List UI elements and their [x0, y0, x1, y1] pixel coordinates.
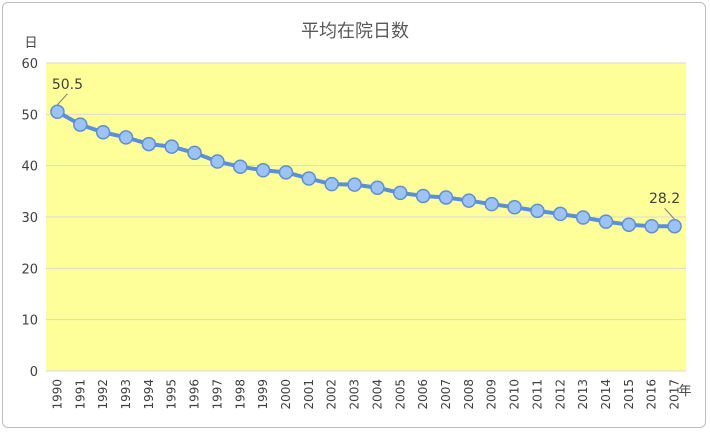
- x-tick-label: 2006: [416, 379, 430, 410]
- x-tick-label: 2015: [622, 379, 636, 410]
- x-tick-label: 2016: [645, 379, 659, 410]
- data-point: [415, 188, 431, 204]
- data-point: [530, 203, 545, 219]
- y-tick-label: 0: [30, 365, 38, 380]
- data-point: [187, 145, 202, 161]
- x-tick-label: 2014: [599, 379, 613, 410]
- data-point: [644, 218, 659, 234]
- data-point: [347, 177, 362, 192]
- y-tick-label: 10: [21, 314, 38, 329]
- data-label-leader: [57, 93, 68, 106]
- series-line: [56, 110, 675, 229]
- x-tick-label: 1990: [50, 379, 64, 410]
- x-tick-label: 1993: [119, 379, 133, 410]
- x-tick-label: 2012: [553, 379, 567, 410]
- x-tick-label: 1997: [210, 379, 224, 410]
- data-point: [553, 206, 568, 222]
- data-point: [73, 117, 88, 132]
- y-axis-unit: 日: [24, 36, 37, 51]
- x-tick-label: 1998: [233, 379, 247, 410]
- data-point: [438, 190, 454, 205]
- y-tick-label: 40: [21, 160, 38, 175]
- data-point: [461, 193, 477, 208]
- x-tick-label: 1996: [188, 379, 202, 410]
- x-tick-label: 2017: [668, 379, 682, 410]
- y-tick-label: 50: [21, 108, 38, 123]
- x-tick-label: 2013: [576, 379, 590, 410]
- data-point: [233, 159, 248, 174]
- chart-frame: 平均在院日数 日 0 10 20 30 40 50 60 1990 1991 1992 1993 1…: [2, 2, 706, 428]
- series: [50, 104, 682, 234]
- data-point: [324, 176, 339, 192]
- x-tick-label: 1992: [96, 379, 110, 410]
- data-label: 50.5: [52, 77, 83, 93]
- y-tick-label: 30: [21, 211, 38, 226]
- chart-title: 平均在院日数: [301, 21, 409, 42]
- data-point: [575, 210, 591, 225]
- x-tick-label: 2007: [439, 379, 453, 410]
- x-tick-label: 2009: [485, 379, 499, 410]
- x-tick-label: 1999: [256, 379, 270, 410]
- x-axis-unit: 年: [678, 384, 691, 399]
- x-tick-label: 2003: [348, 379, 362, 410]
- data-point: [484, 196, 499, 212]
- data-point: [667, 218, 682, 234]
- data-point: [50, 104, 65, 120]
- data-point: [95, 125, 111, 140]
- data-point: [507, 199, 522, 215]
- y-axis-ticks: 0 10 20 30 40 50 60: [21, 57, 38, 380]
- x-tick-label: 2000: [279, 379, 293, 410]
- y-tick-label: 20: [21, 262, 38, 277]
- data-point: [255, 163, 271, 178]
- data-point: [164, 139, 179, 154]
- data-point: [301, 171, 317, 186]
- data-point: [393, 185, 408, 201]
- x-tick-label: 2004: [370, 379, 384, 410]
- data-labels: 50.5 28.2: [52, 77, 680, 220]
- x-tick-label: 1994: [142, 379, 156, 410]
- x-axis-ticks: 1990 1991 1992 1993 1994 1995 1996 1997 1998 1999…: [50, 379, 681, 410]
- x-tick-label: 1995: [165, 379, 179, 410]
- data-label-leader: [664, 207, 675, 220]
- data-label: 28.2: [649, 191, 680, 207]
- x-tick-label: 2011: [530, 379, 544, 410]
- data-point: [141, 136, 157, 152]
- x-tick-label: 2008: [462, 379, 476, 410]
- data-point: [370, 180, 385, 195]
- data-point: [210, 154, 225, 169]
- x-tick-label: 2005: [393, 379, 407, 410]
- data-point: [621, 217, 637, 232]
- data-point: [278, 165, 294, 180]
- x-tick-label: 2001: [302, 379, 316, 410]
- y-tick-label: 60: [21, 57, 38, 72]
- data-point: [598, 214, 614, 229]
- x-tick-label: 2002: [325, 379, 339, 410]
- gridlines: [46, 62, 686, 372]
- x-tick-label: 1991: [73, 379, 87, 410]
- x-tick-label: 2010: [508, 379, 522, 410]
- data-point: [118, 130, 134, 145]
